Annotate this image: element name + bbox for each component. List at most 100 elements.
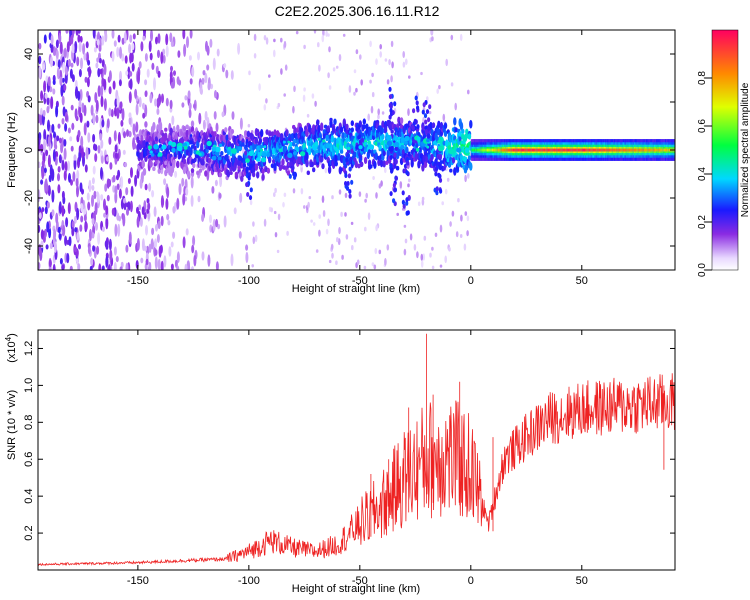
spectrogram-noise-cell [57,166,61,173]
spectrogram-ridge-cell [189,140,193,145]
spectrogram-noise-cell [128,231,132,245]
spectrogram-peak-cell [260,157,267,163]
spectrogram-noise-cell [82,43,86,55]
spectrogram-noise-cell [43,129,47,141]
spectrogram-noise-cell [148,243,152,253]
spectrogram-noise-cell [95,99,99,112]
spectrogram-noise-cell [308,196,312,200]
spectrogram-noise-cell [43,34,47,44]
spectrogram-noise-cell [51,123,55,133]
spectrogram-noise-cell [126,208,129,216]
spectrogram-ridge-cell [245,166,249,175]
spectrogram-ridge-cell [334,161,338,167]
spectrogram-noise-cell [463,243,467,251]
spectrogram-noise-cell [209,38,213,48]
spectrogram-noise-cell [327,218,330,227]
spectrogram-noise-cell [247,123,251,128]
spectrogram-noise-cell [155,224,158,232]
spectrogram-ridge-cell [230,129,235,134]
spectrogram-peak-cell [386,140,393,147]
spectrogram-noise-cell [335,260,338,266]
spectrogram-spike-cell [348,193,352,199]
spectrogram-noise-cell [239,117,243,130]
spectrogram-noise-cell [405,58,408,65]
spectrogram-ridge-cell [399,117,404,125]
spectrogram-peak-cell [294,146,299,151]
spectrogram-ridge-cell [320,122,324,131]
spectrogram-ridge-cell [337,153,341,161]
spectrogram-noise-cell [185,228,189,236]
spectrogram-ridge-cell [469,119,473,129]
spectrogram-noise-cell [314,100,317,107]
spectrogram-noise-cell [63,139,67,147]
spectrogram-noise-cell [214,90,217,99]
spectrogram-spike-cell [355,126,359,132]
spectrogram-noise-cell [121,53,125,62]
spectrogram-noise-cell [187,90,191,99]
spectrogram-ridge-cell [190,120,195,128]
spectrogram-noise-cell [71,227,75,237]
spectrogram-noise-cell [201,77,205,85]
spectrogram-noise-cell [207,254,211,267]
spectrogram-noise-cell [141,238,145,252]
spectrogram-noise-cell [92,30,96,39]
spectrogram-noise-cell [77,263,81,270]
spectrogram-peak-cell [217,156,222,161]
spectrogram-noise-cell [151,227,155,236]
spectrogram-noise-cell [413,244,417,251]
spectrogram-noise-cell [43,167,47,173]
spectrogram-noise-cell [38,161,41,169]
spectrogram-noise-cell [344,192,348,199]
spectrogram-noise-cell [117,34,121,43]
spectrogram-ridge-cell [149,140,153,147]
spectrogram-spike-cell [389,155,393,160]
spectrogram-noise-cell [153,77,156,91]
spectrogram-noise-cell [315,249,319,253]
spectrogram-ridge-cell [414,152,418,162]
spectrogram-ridge-cell [192,162,196,169]
spectrogram-noise-cell [450,82,454,87]
spectrogram-noise-cell [85,146,89,160]
spectrogram-ridge-cell [378,144,382,150]
snr-frame [37,329,676,571]
spectrogram-ridge-cell [146,150,151,155]
spectrogram-noise-cell [431,246,434,251]
spectrogram-noise-cell [225,69,229,79]
spectrogram-noise-cell [70,34,74,45]
spectrogram-ridge-cell [285,136,289,146]
spectrogram-noise-cell [459,234,463,238]
snr-xtick-label: -100 [238,575,260,587]
spectrogram-ridge-cell [160,164,164,170]
spectrogram-noise-cell [118,215,122,222]
spectrogram-noise-cell [134,174,138,187]
spectrogram-spike-cell [439,188,443,194]
spectrogram-noise-cell [78,99,82,108]
spectrogram-noise-cell [310,219,313,223]
spectrogram-noise-cell [160,195,164,208]
spectrogram-ridge-cell [270,131,275,137]
spectrogram-ridge-cell [273,162,277,172]
spectrogram-noise-cell [377,108,381,116]
spectrogram-noise-cell [345,234,349,240]
spectrogram-noise-cell [292,105,295,114]
spectrogram-peak-cell [437,145,444,152]
snr-ytick-label: 0.8 [23,415,35,430]
spectrogram-noise-cell [191,266,194,270]
figure-title: C2E2.2025.306.16.11.R12 [275,3,440,19]
spectrogram-noise-cell [182,236,186,249]
spectrogram-ridge-cell [343,163,348,169]
spectrogram-ridge-cell [252,172,256,178]
spectrogram-ridge-cell [305,151,309,161]
spectrogram-peak-cell [325,143,331,149]
spectrogram-ridge-cell [361,132,365,137]
spectrogram-spike-cell [406,210,410,216]
spectrogram-noise-cell [377,114,380,120]
spectrogram-ridge-cell [265,129,269,136]
spectrogram-ridge-cell [281,158,285,166]
spectrogram-noise-cell [202,119,206,130]
spectrogram-spike-cell [434,166,438,172]
spectrogram-noise-cell [74,227,78,233]
spectrogram-noise-cell [62,61,66,74]
spectrogram-spike-cell [416,124,420,130]
spectrogram-noise-cell [467,173,470,179]
